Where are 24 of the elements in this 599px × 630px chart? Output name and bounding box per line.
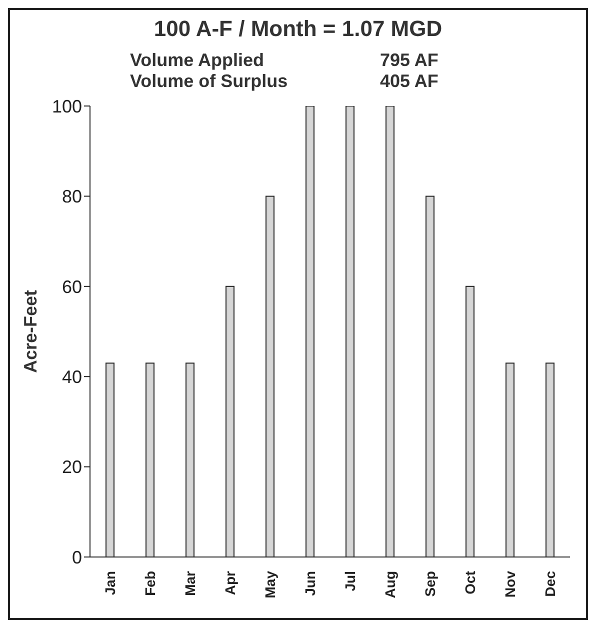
x-tick-label: Dec bbox=[542, 570, 558, 597]
x-tick-label: Jul bbox=[342, 571, 358, 592]
x-tick-label: Mar bbox=[182, 570, 198, 596]
y-tick-label: 0 bbox=[72, 547, 82, 568]
y-tick-label: 60 bbox=[62, 276, 82, 297]
x-tick-label: Jan bbox=[102, 571, 118, 596]
y-tick-label: 80 bbox=[62, 186, 82, 207]
x-tick-label: Apr bbox=[222, 570, 238, 596]
text: Volume of Surplus bbox=[130, 71, 289, 92]
x-tick-label: Aug bbox=[382, 571, 398, 598]
x-tick-label: Oct bbox=[462, 570, 478, 594]
y-tick-label: 20 bbox=[62, 457, 82, 478]
y-tick-label: 100 bbox=[52, 96, 82, 116]
y-axis-title: Acre-Feet bbox=[20, 290, 40, 374]
x-tick-label: Jun bbox=[302, 571, 318, 596]
x-tick-label: Nov bbox=[502, 570, 518, 598]
y-tick-label: 40 bbox=[62, 366, 82, 387]
text: Volume Applied bbox=[130, 50, 266, 71]
text: 405 AF bbox=[380, 71, 440, 92]
chart-title: 100 A-F / Month = 1.07 MGD bbox=[152, 16, 444, 42]
x-tick-label: Sep bbox=[422, 571, 438, 597]
text: 795 AF bbox=[380, 50, 440, 71]
x-tick-label: Feb bbox=[142, 571, 158, 596]
x-tick-label: May bbox=[262, 570, 278, 598]
